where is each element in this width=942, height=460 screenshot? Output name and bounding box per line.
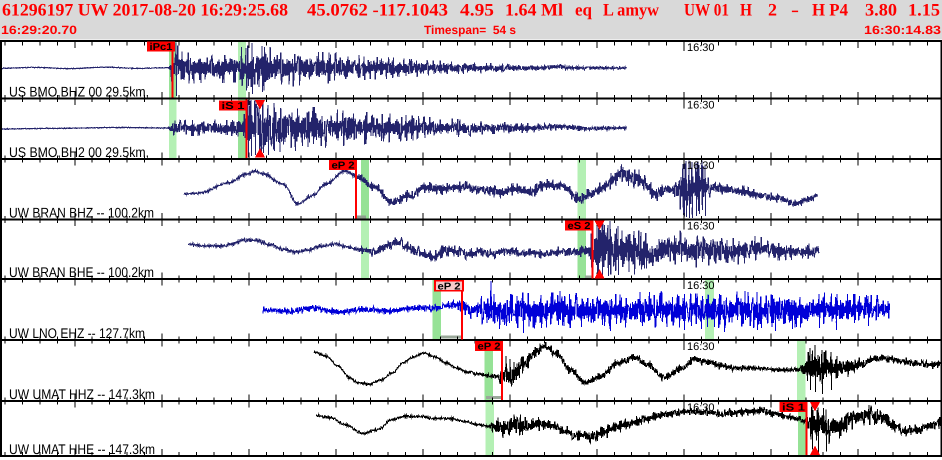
svg-text:iPc1: iPc1: [150, 42, 173, 53]
svg-text:UW 01: UW 01: [684, 0, 729, 20]
svg-text:16:30: 16:30: [687, 221, 715, 233]
svg-text:16:30: 16:30: [687, 341, 715, 353]
svg-text:eS 2: eS 2: [568, 221, 591, 232]
svg-text:UW UMAT HHZ -- 147.3km: UW UMAT HHZ -- 147.3km: [9, 386, 155, 402]
svg-text:eP 2: eP 2: [332, 161, 355, 172]
svg-text:1.64 Ml: 1.64 Ml: [505, 0, 563, 20]
svg-text:16:30: 16:30: [687, 402, 715, 414]
svg-text:iS 1: iS 1: [222, 101, 246, 112]
svg-text:H: H: [740, 0, 752, 20]
svg-text:eq: eq: [575, 0, 592, 20]
svg-text:US BMO,BH2 00 29.5km,: US BMO,BH2 00 29.5km,: [9, 144, 149, 160]
svg-text:eP 2: eP 2: [438, 281, 461, 292]
svg-text:L amyw: L amyw: [603, 0, 659, 20]
svg-text:16:30: 16:30: [687, 280, 715, 292]
svg-text:US BMO,BHZ 00 29.5km,: US BMO,BHZ 00 29.5km,: [9, 84, 149, 100]
svg-text:UW BRAN BHZ -- 100.2km: UW BRAN BHZ -- 100.2km: [9, 205, 154, 221]
svg-text:16:30: 16:30: [687, 100, 715, 112]
svg-text:iS 1: iS 1: [782, 403, 806, 414]
svg-text:eP 2: eP 2: [478, 342, 501, 353]
svg-text:2: 2: [768, 0, 777, 20]
svg-text:-: -: [791, 0, 799, 20]
svg-text:UW UMAT HHE -- 147.3km: UW UMAT HHE -- 147.3km: [9, 441, 155, 457]
svg-text:UW BRAN BHE -- 100.2km: UW BRAN BHE -- 100.2km: [9, 264, 154, 280]
svg-text:3.80: 3.80: [865, 0, 897, 20]
svg-text:UW LNO EHZ -- 127.7km: UW LNO EHZ -- 127.7km: [9, 325, 145, 341]
svg-text:1.15: 1.15: [908, 0, 940, 20]
svg-text:H P4: H P4: [812, 0, 848, 20]
svg-text:16:30: 16:30: [687, 160, 715, 172]
svg-text:4.95: 4.95: [460, 0, 494, 20]
svg-text:16:30:14.83: 16:30:14.83: [864, 23, 941, 37]
svg-text:Timespan= 54 s: Timespan= 54 s: [424, 23, 516, 37]
svg-text:16:30: 16:30: [687, 42, 715, 54]
svg-text:61296197 UW 2017-08-20 16:29:2: 61296197 UW 2017-08-20 16:29:25.68: [2, 0, 288, 20]
svg-text:45.0762 -117.1043: 45.0762 -117.1043: [307, 0, 448, 20]
svg-text:16:29:20.70: 16:29:20.70: [1, 23, 77, 37]
